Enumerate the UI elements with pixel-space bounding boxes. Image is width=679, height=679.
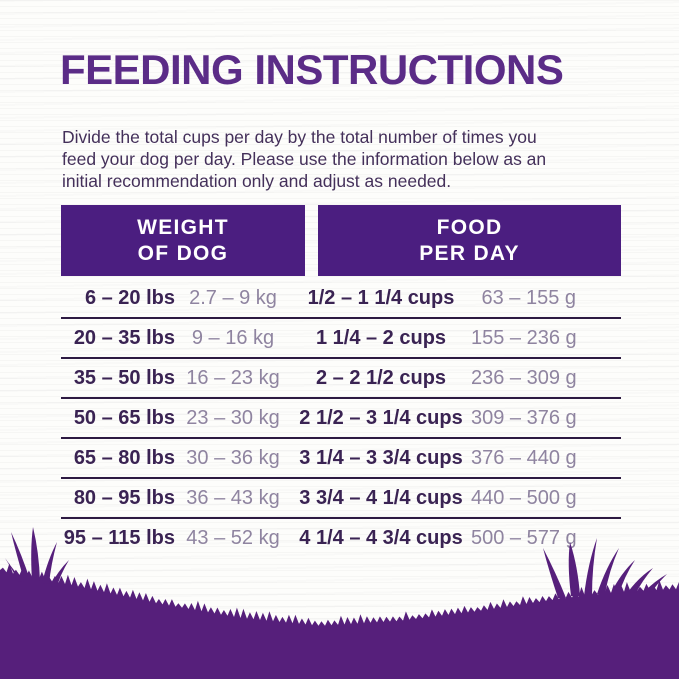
page-title: FEEDING INSTRUCTIONS: [60, 46, 564, 93]
intro-line-1: Divide the total cups per day by the tot…: [62, 127, 537, 147]
weight-kg: 9 – 16 kg: [191, 326, 275, 349]
weight-of-dog-header: WEIGHT OF DOG: [61, 205, 305, 276]
table-row: 20 – 35 lbs 9 – 16 kg 1 1/4 – 2 cups 155…: [61, 317, 621, 357]
grass-blade-icon: [611, 560, 635, 594]
food-grams: 500 – 577 g: [471, 526, 577, 549]
food-per-day-header: FOOD PER DAY: [318, 205, 621, 276]
grass-blade-icon: [11, 532, 30, 580]
food-grams: 155 – 236 g: [471, 326, 577, 349]
food-grams: 63 – 155 g: [481, 286, 576, 309]
food-header-line-2: PER DAY: [419, 241, 520, 265]
intro-line-2: feed your dog per day. Please use the in…: [62, 149, 547, 169]
weight-kg: 23 – 30 kg: [186, 406, 280, 429]
weight-kg: 36 – 43 kg: [186, 486, 280, 509]
food-grams: 440 – 500 g: [471, 486, 577, 509]
food-cups: 1/2 – 1 1/4 cups: [307, 286, 455, 309]
food-cups: 4 1/4 – 4 3/4 cups: [299, 526, 463, 549]
table-row: 50 – 65 lbs 23 – 30 kg 2 1/2 – 3 1/4 cup…: [61, 397, 621, 437]
food-cups: 3 3/4 – 4 1/4 cups: [299, 486, 463, 509]
table-header-row: WEIGHT OF DOG FOOD PER DAY: [61, 205, 621, 276]
grass-blade-icon: [50, 560, 69, 587]
food-grams: 309 – 376 g: [471, 406, 577, 429]
grass-blade-icon: [543, 548, 566, 598]
table-row: 80 – 95 lbs 36 – 43 kg 3 3/4 – 4 1/4 cup…: [61, 477, 621, 517]
weight-kg: 16 – 23 kg: [186, 366, 280, 389]
weight-header-line-1: WEIGHT: [137, 215, 229, 239]
food-cups: 2 – 2 1/2 cups: [315, 366, 447, 389]
weight-lbs: 50 – 65 lbs: [73, 406, 175, 429]
food-cups: 2 1/2 – 3 1/4 cups: [299, 406, 463, 429]
table-row: 6 – 20 lbs 2.7 – 9 kg 1/2 – 1 1/4 cups 6…: [61, 279, 621, 317]
weight-lbs: 6 – 20 lbs: [84, 286, 175, 309]
weight-lbs: 95 – 115 lbs: [63, 526, 175, 549]
grass-blade-icon: [597, 548, 619, 594]
grass-blade-icon: [42, 542, 57, 584]
weight-kg: 30 – 36 kg: [186, 446, 280, 469]
table-row: 65 – 80 lbs 30 – 36 kg 3 1/4 – 3 3/4 cup…: [61, 437, 621, 477]
food-grams: 236 – 309 g: [471, 366, 577, 389]
grass-blade-icon: [628, 568, 653, 593]
grass-blade-icon: [31, 527, 40, 581]
grass-blade-icon: [568, 542, 580, 596]
intro-line-3: initial recommendation only and adjust a…: [62, 171, 452, 191]
intro-text: Divide the total cups per day by the tot…: [62, 126, 546, 192]
table-body: 6 – 20 lbs 2.7 – 9 kg 1/2 – 1 1/4 cups 6…: [61, 279, 621, 557]
weight-header-line-2: OF DOG: [137, 241, 229, 265]
food-header-line-1: FOOD: [436, 215, 503, 239]
food-grams: 376 – 440 g: [471, 446, 577, 469]
grass-silhouette: [0, 527, 679, 679]
weight-kg: 2.7 – 9 kg: [189, 286, 277, 309]
grass-blade-icon: [645, 574, 667, 592]
grass-blade-icon: [584, 538, 597, 596]
weight-lbs: 35 – 50 lbs: [73, 366, 175, 389]
weight-kg: 43 – 52 kg: [186, 526, 280, 549]
food-cups: 1 1/4 – 2 cups: [315, 326, 447, 349]
weight-lbs: 80 – 95 lbs: [73, 486, 175, 509]
weight-lbs: 20 – 35 lbs: [73, 326, 175, 349]
food-cups: 3 1/4 – 3 3/4 cups: [299, 446, 463, 469]
weight-lbs: 65 – 80 lbs: [73, 446, 175, 469]
feeding-table: WEIGHT OF DOG FOOD PER DAY 6 – 20 lbs 2.…: [61, 205, 621, 557]
table-row: 95 – 115 lbs 43 – 52 kg 4 1/4 – 4 3/4 cu…: [61, 517, 621, 557]
table-row: 35 – 50 lbs 16 – 23 kg 2 – 2 1/2 cups 23…: [61, 357, 621, 397]
